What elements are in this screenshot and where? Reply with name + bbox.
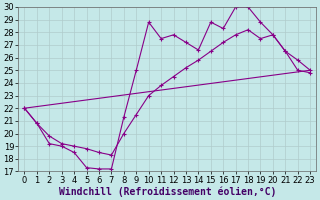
X-axis label: Windchill (Refroidissement éolien,°C): Windchill (Refroidissement éolien,°C): [59, 186, 276, 197]
